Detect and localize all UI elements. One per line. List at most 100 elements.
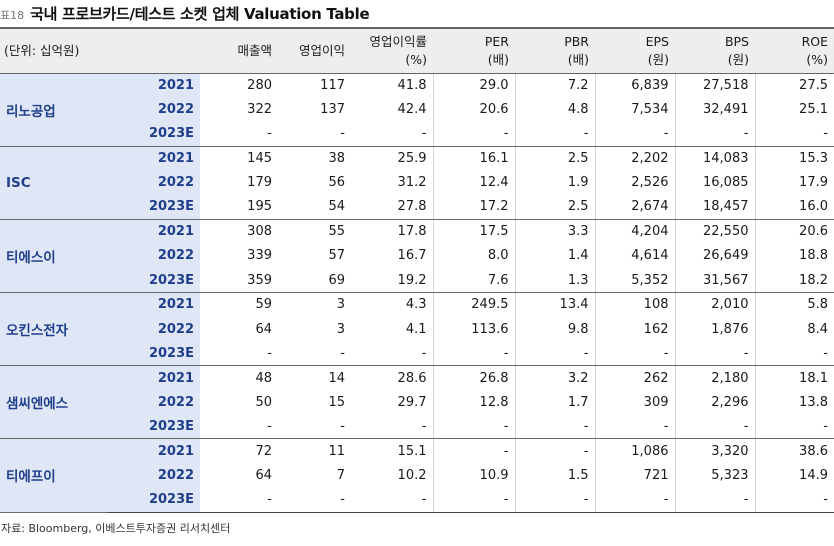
value-cell: 27.8 bbox=[351, 194, 433, 220]
column-header-label: 매출액 bbox=[237, 42, 272, 58]
column-header-unit: (배) bbox=[567, 51, 589, 67]
value-cell: - bbox=[754, 341, 834, 367]
value-cell: - bbox=[754, 414, 834, 440]
value-cell: 249.5 bbox=[432, 292, 515, 317]
value-cell: 28.6 bbox=[397, 370, 427, 386]
value-cell: 7.6 bbox=[432, 268, 515, 294]
value-cell: - bbox=[754, 487, 834, 513]
value-cell: 2.5 bbox=[514, 194, 595, 220]
year-cell: 2021 bbox=[108, 292, 200, 317]
value-cell: 59 bbox=[255, 297, 272, 313]
year-cell: 2022 bbox=[108, 390, 200, 415]
value-cell: 14 bbox=[328, 370, 345, 386]
column-header-unit: (%) bbox=[806, 51, 828, 67]
value-cell: 280 bbox=[247, 77, 272, 93]
value-cell: 162 bbox=[594, 316, 675, 342]
value-cell: - bbox=[514, 438, 595, 464]
value-cell: 1.5 bbox=[514, 463, 595, 488]
figure-title-row: 표18 국내 프로브카드/테스트 소켓 업체 Valuation Table bbox=[0, 3, 370, 25]
value-cell: 7,534 bbox=[594, 97, 675, 122]
value-cell: 20.6 bbox=[432, 97, 515, 122]
year-header bbox=[108, 27, 200, 74]
value-cell: - bbox=[351, 487, 433, 513]
value-cell: 11 bbox=[328, 443, 345, 459]
value-cell: 3,320 bbox=[674, 438, 755, 464]
year-cell: 2021 bbox=[108, 365, 200, 391]
value-cell: 18.8 bbox=[754, 243, 834, 269]
value-cell: - bbox=[674, 487, 755, 513]
column-header-label: BPS bbox=[724, 33, 749, 49]
value-cell: 16,085 bbox=[674, 170, 755, 195]
value-cell: - bbox=[594, 414, 675, 440]
value-cell: 19.2 bbox=[351, 268, 433, 294]
value-cell: 22,550 bbox=[674, 219, 755, 244]
value-cell: 18,457 bbox=[674, 194, 755, 220]
column-header-unit: (원) bbox=[647, 51, 669, 67]
value-cell: 4,204 bbox=[594, 219, 675, 244]
value-cell: 29.0 bbox=[432, 73, 515, 98]
value-cell: 195 bbox=[200, 194, 278, 220]
table-row: 2022 50 15 29.7 12.8 1.7 309 2,296 13.8 bbox=[0, 390, 834, 415]
value-cell: 262 bbox=[594, 365, 675, 391]
table-row: 리노공업 2021 280 117 41.8 29.0 7.2 6,839 27,518 27.5 bbox=[0, 73, 834, 147]
value-cell: 29.7 bbox=[397, 394, 427, 410]
year-cell: 2022 bbox=[108, 170, 200, 195]
value-cell: - bbox=[674, 414, 755, 440]
table-row: 2022 64 3 4.1 113.6 9.8 162 1,876 8.4 bbox=[0, 316, 834, 342]
company-name: 샘씨엔에스 bbox=[0, 365, 108, 440]
value-cell: 42.4 bbox=[397, 102, 427, 118]
value-cell: 2,180 bbox=[674, 365, 755, 391]
column-header: ROE (%) bbox=[755, 27, 834, 74]
year-cell: 2022 bbox=[108, 463, 200, 488]
table-body: 리노공업 2021 280 117 41.8 29.0 7.2 6,839 27,518 27.5… bbox=[0, 73, 834, 513]
year-cell: 2021 bbox=[108, 219, 200, 244]
figure-label: 표18 bbox=[0, 9, 25, 22]
value-cell: 16.7 bbox=[397, 248, 427, 264]
column-header-label: ROE bbox=[801, 33, 828, 49]
table-row: 티에프이 2021 72 11 15.1- -1,086 3,320 38.6 bbox=[0, 438, 834, 513]
value-cell: 7 bbox=[336, 467, 345, 483]
year-cell: 2022 bbox=[108, 243, 200, 269]
column-header-unit: (원) bbox=[727, 51, 749, 67]
value-cell: - bbox=[514, 341, 595, 367]
value-cell: 10.9 bbox=[432, 463, 515, 488]
column-header-unit: (%) bbox=[405, 51, 427, 67]
value-cell: 13.4 bbox=[514, 292, 595, 317]
value-cell: 16.0 bbox=[754, 194, 834, 220]
value-cell: 8.0 bbox=[432, 243, 515, 269]
value-cell: 179 bbox=[247, 175, 272, 191]
table-row: 2022 64 7 10.2 10.9 1.5 721 5,323 14.9 bbox=[0, 463, 834, 488]
value-cell: 13.8 bbox=[754, 390, 834, 415]
year-cell: 2023E bbox=[108, 194, 200, 220]
table-row: 2022 322 137 42.4 20.6 4.8 7,534 32,491 25.1 bbox=[0, 97, 834, 122]
value-cell: 31.2 bbox=[397, 175, 427, 191]
value-cell: 14,083 bbox=[674, 146, 755, 171]
value-cell: - bbox=[200, 487, 278, 513]
value-cell: 16.1 bbox=[432, 146, 515, 171]
value-cell: 3.3 bbox=[514, 219, 595, 244]
table-row: 샘씨엔에스 2021 48 14 28.6 26.8 3.2 262 2,180 18.1 bbox=[0, 365, 834, 440]
value-cell: 339 bbox=[247, 248, 272, 264]
value-cell: - bbox=[278, 341, 351, 367]
value-cell: - bbox=[432, 438, 515, 464]
valuation-table: (단위: 십억원) 매출액 영업이익 영업이익률 (%) PER (배) PBR (배) EPS… bbox=[0, 27, 834, 513]
value-cell: 10.2 bbox=[397, 467, 427, 483]
value-cell: - bbox=[594, 121, 675, 147]
value-cell: 1.7 bbox=[514, 390, 595, 415]
year-cell: 2021 bbox=[108, 73, 200, 98]
value-cell: 38.6 bbox=[754, 438, 834, 464]
value-cell: - bbox=[351, 414, 433, 440]
table-row: 2023E - - - - - - - - bbox=[0, 341, 834, 367]
value-cell: 26,649 bbox=[674, 243, 755, 269]
value-cell: 2,202 bbox=[594, 146, 675, 171]
value-cell: 57 bbox=[328, 248, 345, 264]
value-cell: 20.6 bbox=[754, 219, 834, 244]
table-row: 2022 179 56 31.2 12.4 1.9 2,526 16,085 17.9 bbox=[0, 170, 834, 195]
value-cell: 38 bbox=[328, 151, 345, 167]
column-header-unit: (배) bbox=[487, 51, 509, 67]
value-cell: 2,010 bbox=[674, 292, 755, 317]
column-header-label: 영업이익률 bbox=[369, 33, 427, 49]
value-cell: 308 bbox=[247, 224, 272, 240]
table-row: 2023E - - - - - - - - bbox=[0, 121, 834, 147]
value-cell: 17.8 bbox=[397, 224, 427, 240]
